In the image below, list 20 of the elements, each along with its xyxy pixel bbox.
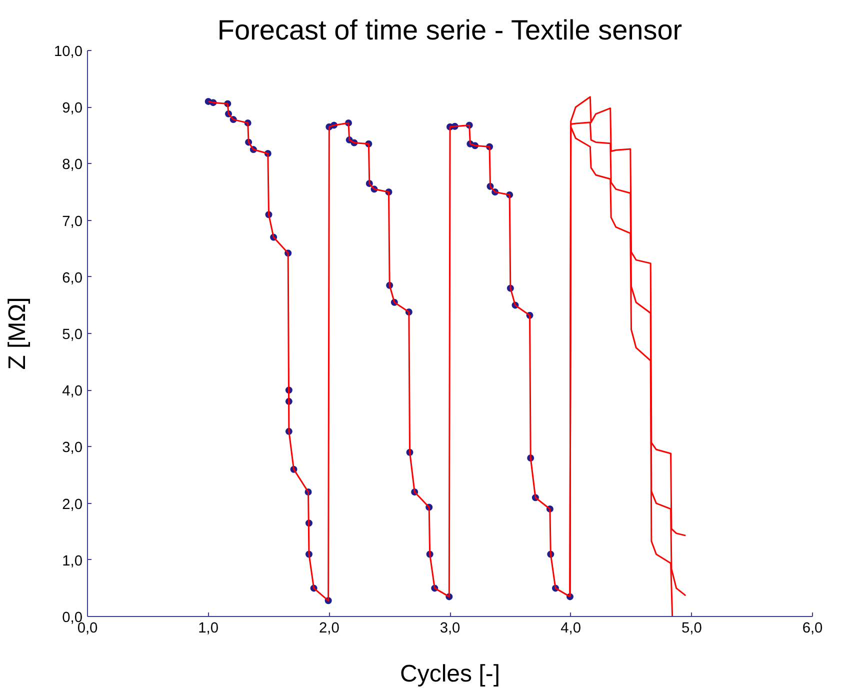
x-tick-label: 1,0 xyxy=(198,620,219,636)
y-axis-title: Z [MΩ] xyxy=(4,297,31,370)
y-tick-label: 8,0 xyxy=(62,157,82,174)
y-tick-label: 5,0 xyxy=(62,327,82,343)
x-tick-label: 2,0 xyxy=(318,620,340,636)
y-tick-label: 9,0 xyxy=(62,100,82,117)
y-tick-label: 7,0 xyxy=(62,214,82,230)
chart-title: Forecast of time serie - Textile sensor xyxy=(217,14,682,46)
y-tick-label: 1,0 xyxy=(62,553,82,570)
x-tick-label: 0,0 xyxy=(77,620,98,636)
x-tick-label: 4,0 xyxy=(560,620,582,636)
y-tick-label: 3,0 xyxy=(62,440,82,456)
x-tick-label: 6,0 xyxy=(802,620,823,636)
x-tick-label: 5,0 xyxy=(681,620,702,636)
x-tick-label: 3,0 xyxy=(440,620,460,636)
x-axis-title: Cycles [-] xyxy=(400,660,500,688)
y-tick-label: 6,0 xyxy=(62,270,82,286)
y-tick-label: 4,0 xyxy=(62,384,82,400)
y-tick-label: 2,0 xyxy=(62,496,82,513)
y-tick-label: 10,0 xyxy=(54,44,83,60)
